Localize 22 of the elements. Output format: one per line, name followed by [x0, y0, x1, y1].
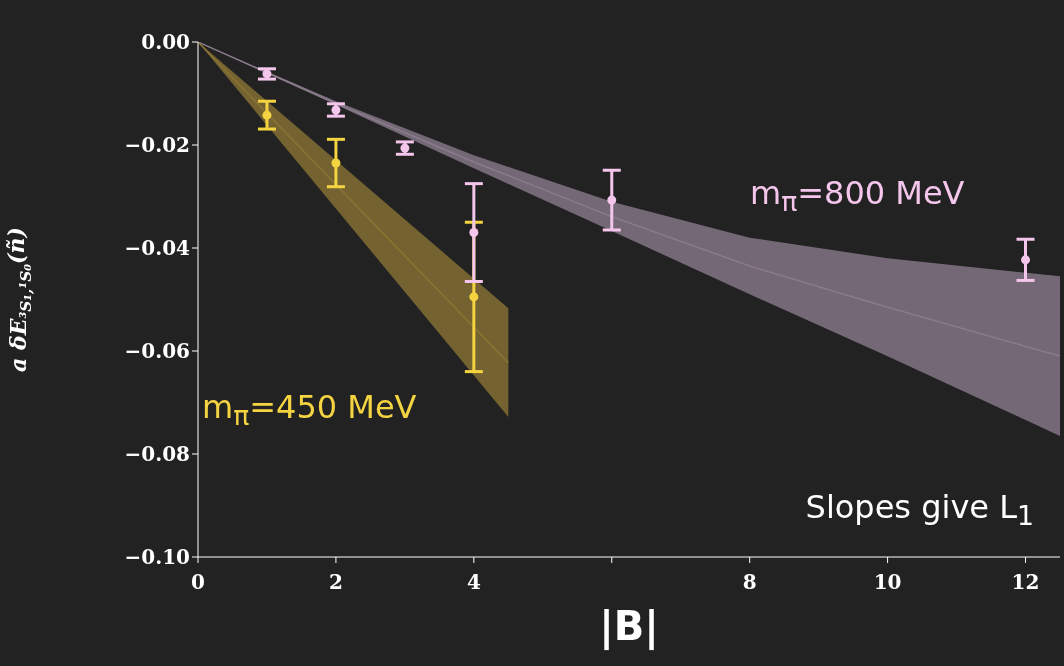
x-tick-label: 4	[466, 570, 481, 595]
x-tick-label: 10	[873, 570, 902, 595]
text: m$_{π}$=450 MeV	[202, 388, 417, 432]
x-tick-label: 2	[328, 570, 343, 595]
y-tick-label: −0.04	[124, 236, 191, 261]
point	[607, 195, 617, 205]
x-axis-title: |B|	[599, 603, 659, 652]
point	[1021, 255, 1031, 265]
x-tick-label: 12	[1011, 570, 1040, 595]
point	[469, 292, 479, 302]
annotation: Slopes give L$_{1}$	[805, 488, 1034, 532]
y-tick-label: 0.00	[141, 30, 190, 55]
point	[262, 110, 272, 120]
y-tick-label: −0.02	[124, 133, 190, 158]
y-tick-label: −0.08	[124, 442, 190, 467]
point	[469, 228, 479, 238]
x-tick-label: 0	[191, 570, 205, 595]
y-tick-label: −0.06	[124, 339, 190, 364]
x-tick-label: 8	[742, 570, 757, 595]
point	[331, 158, 341, 168]
text: m$_{π}$=800 MeV	[750, 174, 965, 218]
y-tick-label: −0.10	[124, 545, 190, 570]
